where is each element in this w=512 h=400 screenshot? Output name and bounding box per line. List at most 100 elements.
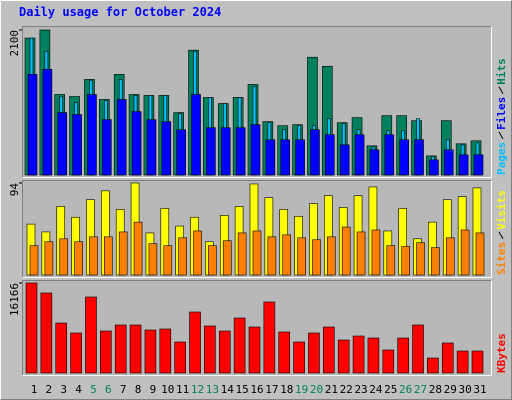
x-tick-label: 25 <box>384 383 397 396</box>
bar <box>59 238 69 276</box>
x-tick-label: 11 <box>176 383 189 396</box>
x-tick-label: 10 <box>161 383 174 396</box>
bar <box>102 119 112 176</box>
bar <box>57 112 68 176</box>
bar <box>25 282 38 374</box>
bar <box>443 149 454 176</box>
bar <box>293 341 305 374</box>
x-tick-label: 14 <box>221 383 235 396</box>
bar <box>441 342 454 374</box>
bar <box>114 324 127 374</box>
bar <box>72 114 82 176</box>
bar <box>471 350 484 374</box>
y-tick-label: 94 <box>8 183 21 197</box>
y-tick-label: 2100 <box>8 30 21 57</box>
x-tick-label: 31 <box>473 383 486 396</box>
bar <box>146 119 157 176</box>
x-tick-label: 28 <box>429 383 442 396</box>
legend-label: Files <box>495 97 508 130</box>
bar <box>325 134 335 176</box>
bar <box>367 337 380 374</box>
bar <box>414 139 424 176</box>
bar <box>386 245 396 276</box>
bar <box>337 339 350 374</box>
x-tick-label: 17 <box>265 383 278 396</box>
bar <box>87 94 97 176</box>
bar <box>220 127 231 176</box>
bar <box>144 329 157 374</box>
x-tick-label: 16 <box>250 383 263 396</box>
bar <box>456 350 469 374</box>
bar <box>70 332 82 374</box>
bar <box>191 94 201 176</box>
panel-border-light <box>22 280 492 376</box>
bar <box>222 240 232 276</box>
legend-separator <box>498 131 504 140</box>
bar <box>401 246 410 276</box>
bar <box>263 301 276 374</box>
bar <box>85 296 97 374</box>
bar <box>312 239 321 276</box>
bar <box>189 311 201 374</box>
panel-border-light <box>22 180 492 278</box>
bar <box>431 247 440 276</box>
bar <box>369 149 380 176</box>
bar <box>174 341 186 374</box>
bar <box>218 330 231 374</box>
bar <box>133 221 143 276</box>
x-tick-label: 13 <box>206 383 219 396</box>
legend-label: Sites <box>495 242 508 275</box>
bar <box>341 226 351 276</box>
x-tick-label: 2 <box>46 383 53 396</box>
bar <box>416 242 425 276</box>
bar <box>176 129 186 176</box>
x-tick-label: 18 <box>280 383 293 396</box>
x-tick-label: 4 <box>75 383 82 396</box>
bar <box>280 139 291 176</box>
x-tick-label: 24 <box>369 383 383 396</box>
bar <box>129 324 142 374</box>
x-tick-label: 7 <box>120 383 127 396</box>
x-tick-label: 5 <box>90 383 97 396</box>
bar <box>208 245 217 276</box>
bar <box>356 231 366 276</box>
x-tick-label: 3 <box>60 383 67 396</box>
bar <box>206 127 216 176</box>
bar <box>27 74 38 176</box>
bar <box>297 237 306 276</box>
bar <box>159 328 172 374</box>
legend-separator <box>498 86 504 94</box>
bar <box>233 317 246 374</box>
panel-border-dark <box>22 180 492 278</box>
legend-label: Hits <box>495 58 508 85</box>
bar <box>267 236 277 276</box>
bar <box>429 159 439 176</box>
bar <box>100 330 112 374</box>
bar <box>131 111 142 176</box>
bar <box>282 234 292 276</box>
bar <box>116 99 127 176</box>
bar <box>475 232 485 276</box>
bar <box>382 349 395 374</box>
panel-border-dark <box>22 280 492 376</box>
x-tick-label: 1 <box>31 383 38 396</box>
bar <box>55 322 68 374</box>
bar <box>248 326 261 374</box>
bar <box>42 68 53 176</box>
bar <box>445 237 455 276</box>
bar <box>29 245 39 276</box>
bar <box>40 292 53 374</box>
x-tick-label: 21 <box>325 383 338 396</box>
bar <box>250 124 261 176</box>
panel-border-dark <box>22 26 492 178</box>
x-tick-label: 9 <box>150 383 157 396</box>
bar <box>399 139 409 176</box>
bar <box>252 230 262 276</box>
bar <box>339 144 350 176</box>
bar <box>89 236 98 276</box>
x-tick-label: 8 <box>135 383 142 396</box>
x-tick-label: 30 <box>459 383 472 396</box>
legend-label: KBytes <box>495 333 508 373</box>
